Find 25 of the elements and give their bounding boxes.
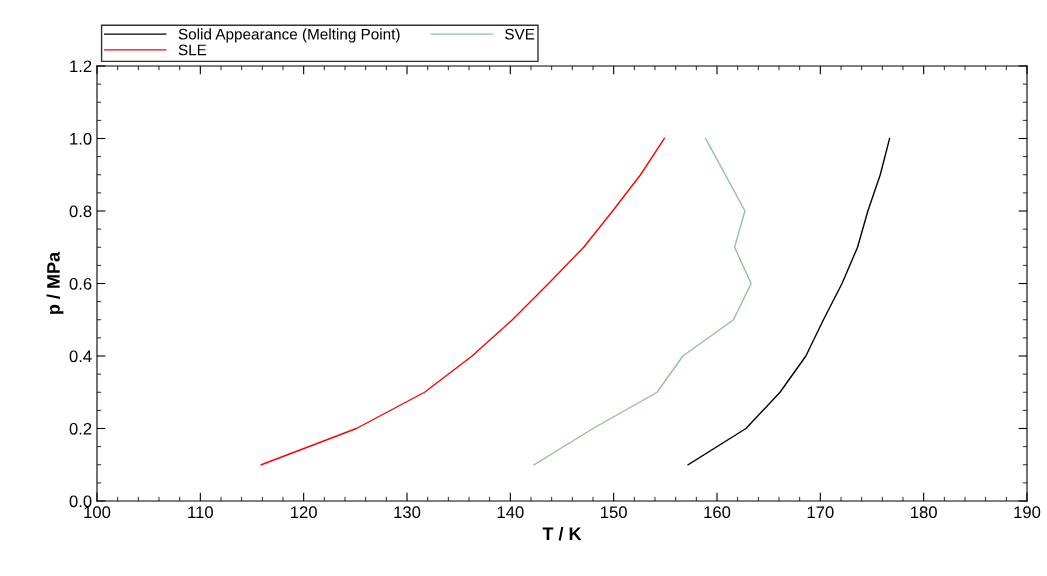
x-tick-label: 130 [394,506,421,519]
legend-label: SVE [505,28,535,40]
x-tick-label: 100 [84,506,111,519]
x-axis-title: T / K [542,526,582,541]
x-tick-label: 140 [497,506,524,519]
y-tick-label: 0.6 [69,277,92,290]
x-tick-label: 110 [188,506,213,519]
x-tick-label: 180 [911,506,937,519]
legend-label: Solid Appearance (Melting Point) [178,28,400,43]
y-tick-label: 0.0 [69,495,92,508]
y-tick-label: 0.8 [69,205,92,218]
line-series [533,137,752,466]
line-series [260,137,665,466]
x-tick-label: 160 [704,506,731,519]
y-axis-title: p / MPa [46,251,64,314]
y-tick-label: 0.4 [69,350,92,363]
legend-label: SLE [178,44,207,56]
y-tick-label: 0.2 [69,422,92,435]
x-tick-label: 120 [291,506,317,519]
y-tick-label: 1.2 [70,60,92,73]
x-tick-label: 190 [1014,506,1041,519]
line-series [687,137,891,466]
x-tick-label: 150 [601,506,627,519]
x-tick-label: 170 [807,506,834,519]
y-tick-label: 1.0 [70,132,92,145]
